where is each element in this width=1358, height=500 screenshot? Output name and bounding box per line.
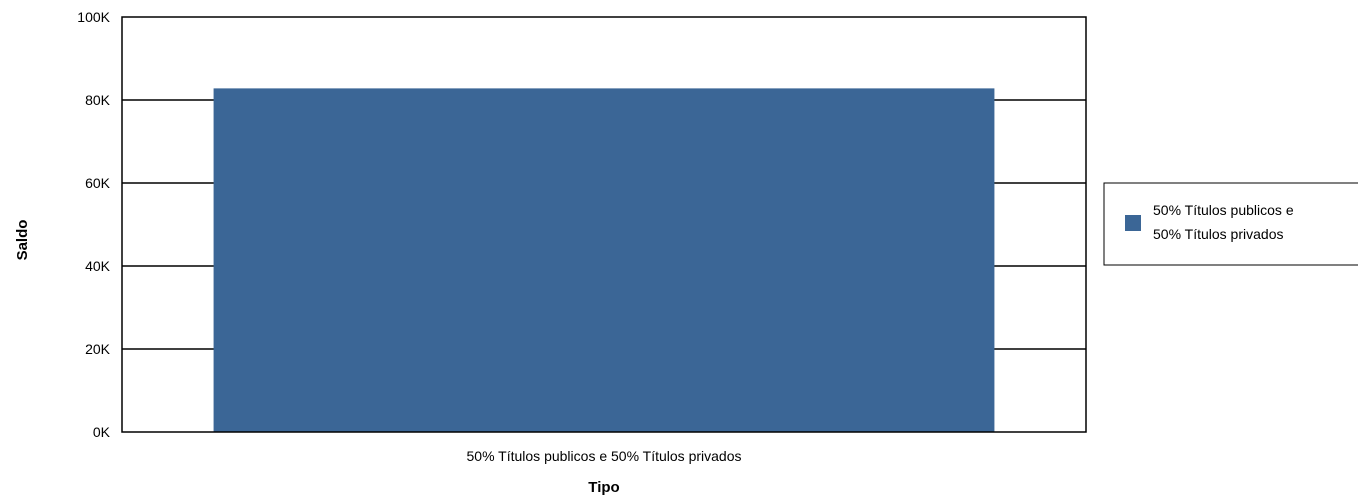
legend: 50% Títulos publicos e 50% Títulos priva… [1103, 182, 1358, 266]
legend-box [1103, 182, 1358, 266]
y-axis-title: Saldo [14, 220, 31, 261]
plot-area-frame [121, 16, 1087, 433]
y-tick-label: 40K [85, 258, 111, 274]
legend-label-line-2: 50% Títulos privados [1153, 226, 1283, 242]
x-axis-title: Tipo [588, 479, 619, 496]
x-axis-ticks: 50% Títulos publicos e 50% Títulos priva… [467, 448, 742, 464]
y-tick-label: 100K [77, 9, 110, 25]
y-tick-label: 80K [85, 92, 111, 108]
y-axis-ticks: 0K 20K 40K 60K 80K 100K [77, 9, 110, 440]
y-tick-label: 0K [93, 424, 111, 440]
legend-label-line-1: 50% Títulos publicos e [1153, 202, 1294, 218]
y-tick-label: 60K [85, 175, 111, 191]
y-tick-label: 20K [85, 341, 111, 357]
bars [213, 88, 995, 432]
bar [213, 88, 995, 432]
legend-swatch [1125, 215, 1141, 231]
x-tick-label: 50% Títulos publicos e 50% Títulos priva… [467, 448, 742, 464]
